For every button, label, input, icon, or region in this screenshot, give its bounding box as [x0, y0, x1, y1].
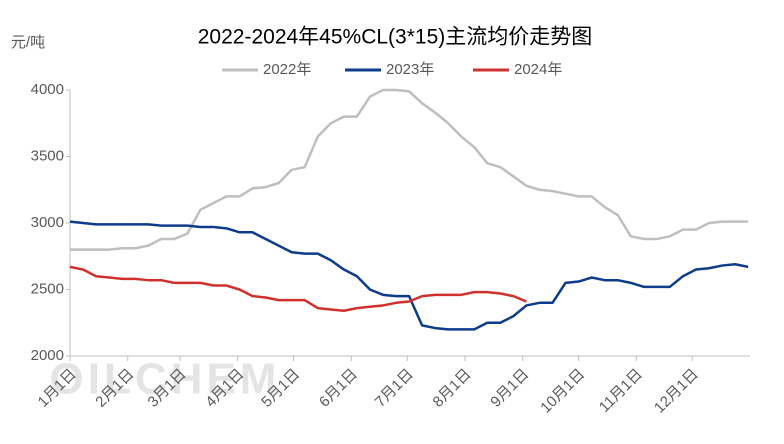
- y-tick-label: 4000: [31, 81, 64, 98]
- x-tick-label: 9月1日: [487, 366, 532, 411]
- y-tick-label: 2000: [31, 347, 64, 364]
- series-line: [70, 88, 749, 251]
- x-tick-label: 7月1日: [372, 366, 417, 411]
- legend-label: 2023年: [386, 61, 434, 78]
- x-tick-label: 10月1日: [537, 366, 588, 417]
- x-tick-label: 6月1日: [316, 366, 361, 411]
- y-tick-label: 3000: [31, 214, 64, 231]
- y-tick-label: 2500: [31, 280, 64, 297]
- x-tick-label: 11月1日: [596, 366, 646, 416]
- series-line: [69, 265, 527, 313]
- x-tick-label: 8月1日: [430, 366, 475, 411]
- legend-label: 2022年: [263, 61, 311, 78]
- legend-label: 2024年: [514, 61, 562, 78]
- chart-title: 2022-2024年45%CL(3*15)主流均价走势图: [198, 26, 593, 49]
- series-line: [69, 220, 749, 331]
- x-tick-label: 12月1日: [651, 366, 702, 417]
- y-axis-label: 元/吨: [11, 34, 45, 51]
- y-tick-label: 3500: [31, 147, 64, 164]
- watermark: OILCHEM: [50, 355, 281, 404]
